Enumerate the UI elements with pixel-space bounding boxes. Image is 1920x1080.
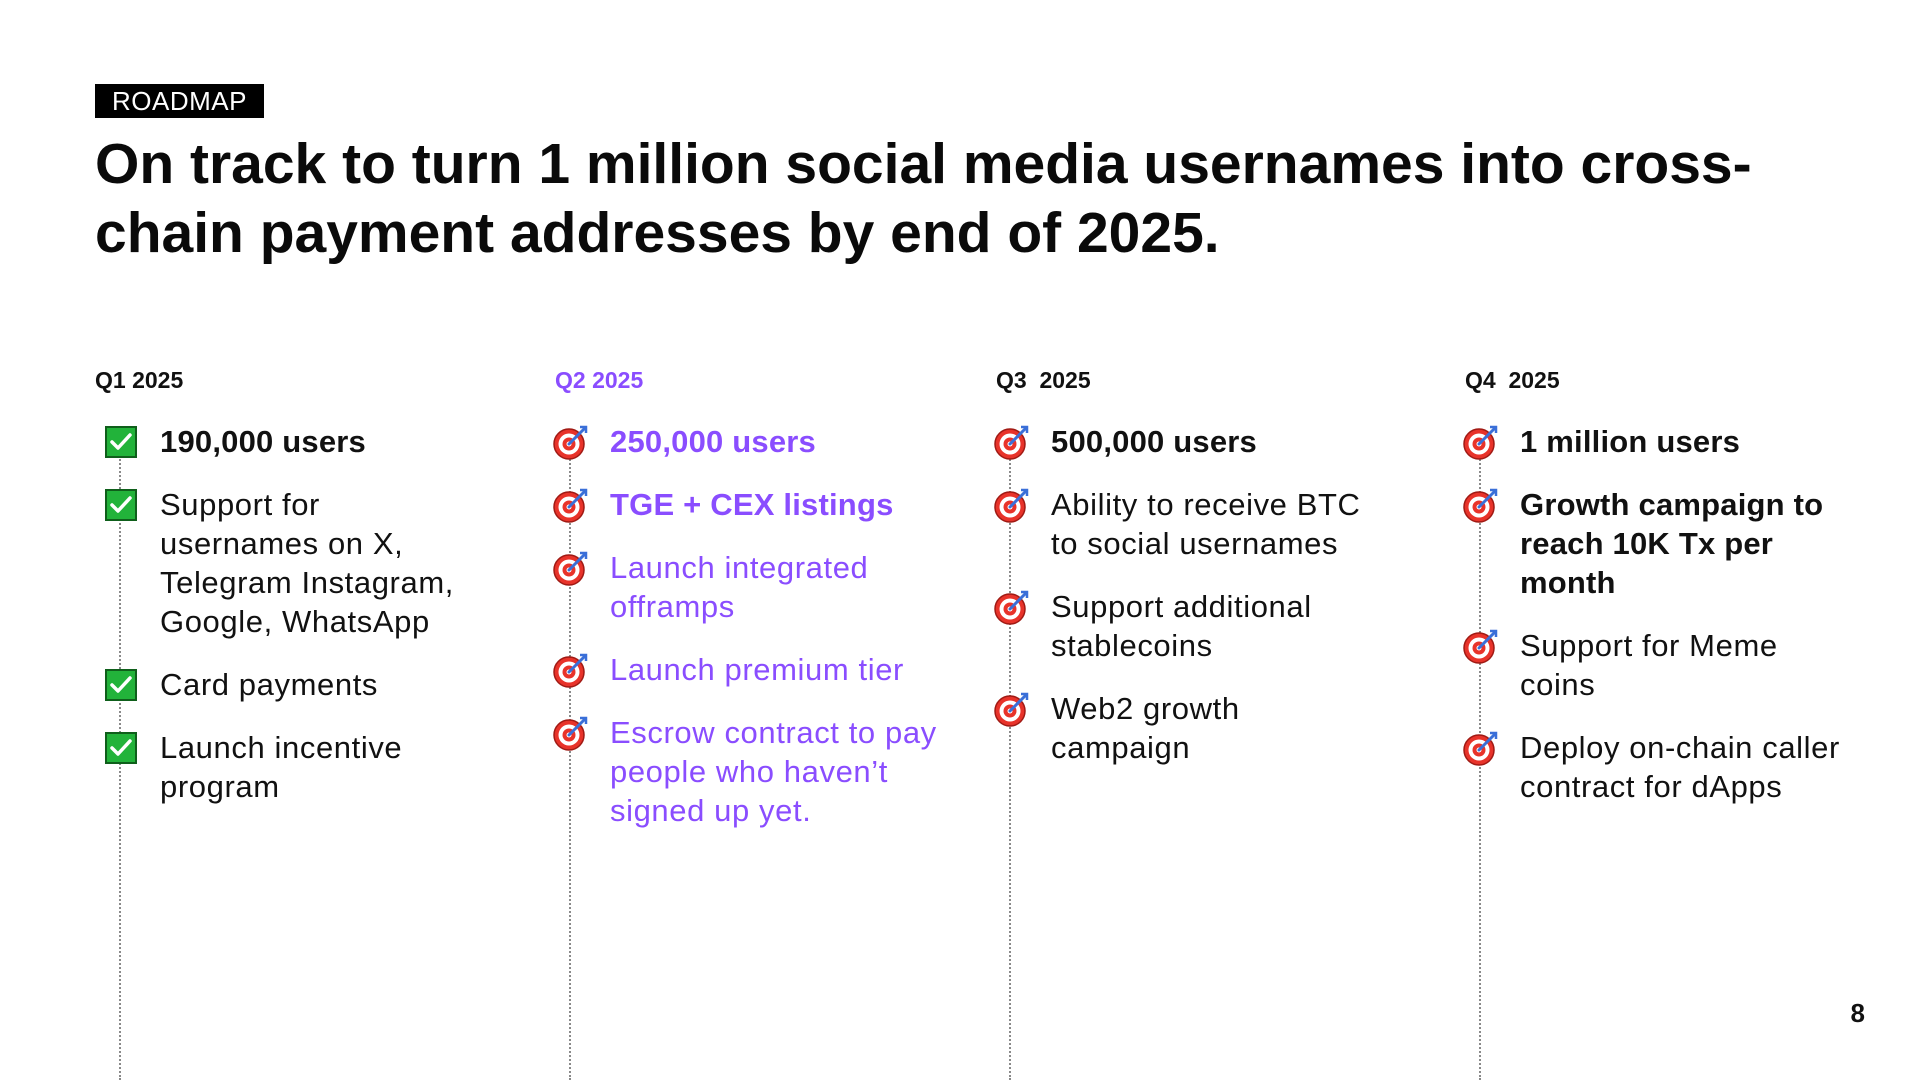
milestone-item: Launch integrated offramps [545, 548, 945, 626]
milestone-text: Launch premium tier [610, 652, 904, 687]
milestone-item: 1 million users [1455, 422, 1855, 461]
milestone-item: Growth campaign to reach 10K Tx per mont… [1455, 485, 1855, 602]
milestone-text: 1 million users [1520, 424, 1741, 459]
milestone-item: TGE + CEX listings [545, 485, 945, 524]
milestone-item: Support for usernames on X, Telegram Ins… [95, 485, 475, 641]
milestone-item: Launch incentive program [95, 728, 475, 806]
milestone-text: Growth campaign to reach 10K Tx per mont… [1520, 487, 1824, 600]
milestone-item: 250,000 users [545, 422, 945, 461]
target-icon [551, 652, 589, 690]
target-icon [1461, 424, 1499, 462]
page-number: 8 [1850, 998, 1865, 1028]
target-icon [551, 424, 589, 462]
milestone-text: Support additional stablecoins [1051, 589, 1312, 663]
target-icon [551, 715, 589, 753]
milestone-list: 190,000 users Support for usernames on X… [95, 422, 475, 830]
milestone-text: Web2 growth campaign [1051, 691, 1240, 765]
milestone-text: Launch integrated offramps [610, 550, 869, 624]
milestone-text: Support for usernames on X, Telegram Ins… [160, 487, 454, 639]
check-icon [105, 669, 137, 701]
milestone-item: Deploy on-chain caller contract for dApp… [1455, 728, 1855, 806]
target-icon [1461, 628, 1499, 666]
milestone-text: Support for Meme coins [1520, 628, 1778, 702]
milestone-item: 190,000 users [95, 422, 475, 461]
check-icon [105, 426, 137, 458]
milestone-item: Ability to receive BTC to social usernam… [986, 485, 1386, 563]
target-icon [992, 589, 1030, 627]
milestone-text: Ability to receive BTC to social usernam… [1051, 487, 1361, 561]
quarter-label: Q4 2025 [1465, 367, 1560, 393]
timeline-line [569, 440, 571, 1080]
target-icon [1461, 487, 1499, 525]
section-tag: ROADMAP [95, 84, 264, 118]
milestone-list: 1 million users Growth campaign to reach… [1455, 422, 1855, 830]
target-icon [551, 550, 589, 588]
milestone-item: Launch premium tier [545, 650, 945, 689]
milestone-text: 500,000 users [1051, 424, 1257, 459]
check-icon [105, 489, 137, 521]
milestone-item: Web2 growth campaign [986, 689, 1386, 767]
milestone-list: 500,000 users Ability to receive BTC to … [986, 422, 1386, 791]
target-icon [992, 487, 1030, 525]
target-icon [992, 424, 1030, 462]
quarter-label: Q3 2025 [996, 367, 1091, 393]
milestone-text: 190,000 users [160, 424, 366, 459]
target-icon [551, 487, 589, 525]
milestone-text: Launch incentive program [160, 730, 403, 804]
quarter-label: Q1 2025 [95, 367, 184, 393]
timeline-line [1009, 440, 1011, 1080]
target-icon [1461, 730, 1499, 768]
milestone-item: Card payments [95, 665, 475, 704]
milestone-item: Support additional stablecoins [986, 587, 1386, 665]
milestone-text: Deploy on-chain caller contract for dApp… [1520, 730, 1840, 804]
milestone-text: 250,000 users [610, 424, 816, 459]
quarter-label: Q2 2025 [555, 367, 644, 393]
milestone-item: 500,000 users [986, 422, 1386, 461]
milestone-item: Escrow contract to pay people who haven’… [545, 713, 945, 830]
milestone-text: TGE + CEX listings [610, 487, 894, 522]
milestone-list: 250,000 users TGE + CEX listings Launch … [545, 422, 945, 854]
milestone-item: Support for Meme coins [1455, 626, 1855, 704]
slide-title: On track to turn 1 million social media … [95, 132, 1752, 265]
check-icon [105, 732, 137, 764]
milestone-text: Card payments [160, 667, 379, 702]
milestone-text: Escrow contract to pay people who haven’… [610, 715, 937, 828]
target-icon [992, 691, 1030, 729]
